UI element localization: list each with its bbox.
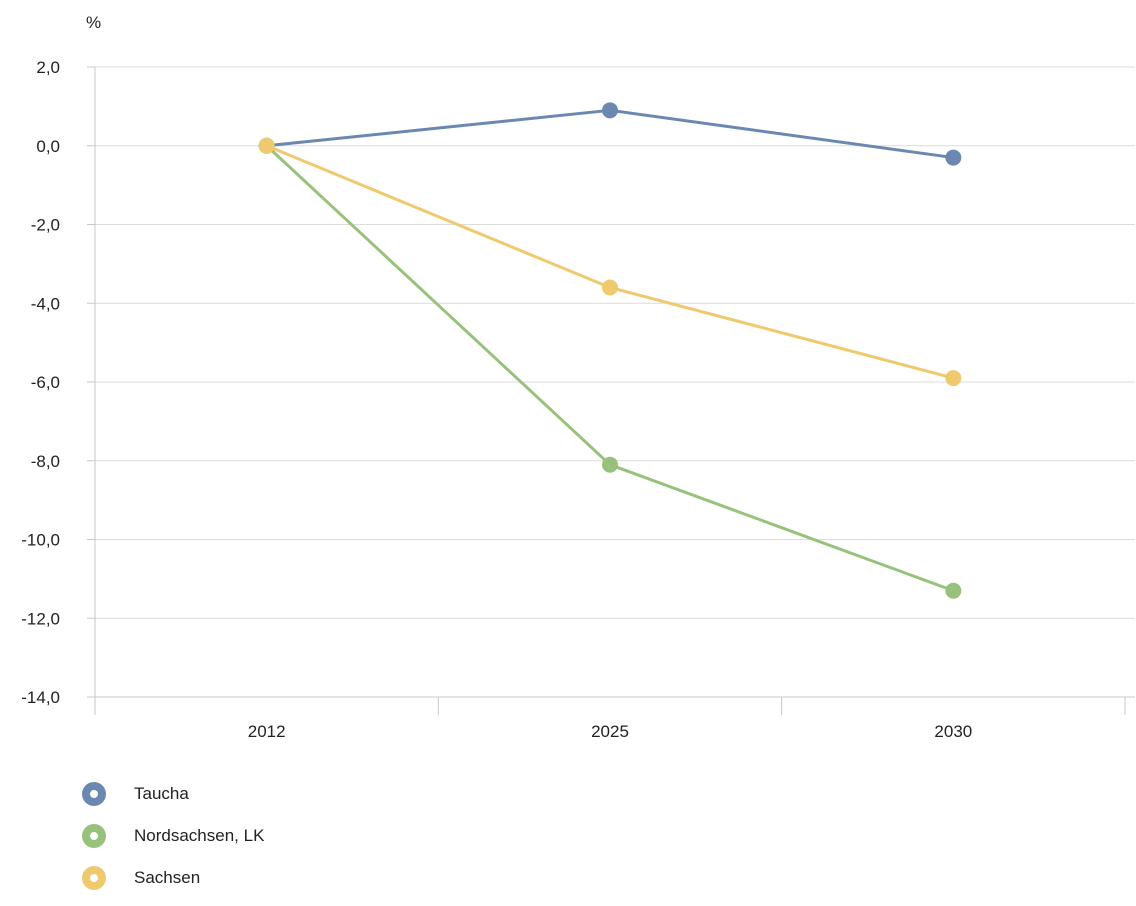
line-chart: % 2,00,0-2,0-4,0-6,0-8,0-10,0-12,0-14,0 … (21, 13, 1135, 741)
series-line (265, 144, 955, 380)
data-point[interactable] (945, 582, 962, 599)
y-tick-label: 2,0 (36, 58, 60, 77)
data-point[interactable] (258, 137, 275, 154)
series-line (265, 144, 955, 593)
y-tick-label: -12,0 (21, 609, 60, 628)
y-tick-label: -6,0 (31, 373, 60, 392)
gridlines (95, 66, 1135, 698)
data-point[interactable] (602, 456, 618, 473)
x-tick-label: 2012 (248, 722, 286, 741)
legend-label: Nordsachsen, LK (134, 826, 265, 845)
y-tick-label: 0,0 (36, 137, 60, 156)
y-tick-label: -4,0 (31, 294, 60, 313)
data-point[interactable] (945, 149, 962, 166)
y-tick-label: -10,0 (21, 531, 60, 550)
legend-item-sachsen[interactable]: Sachsen (82, 864, 264, 892)
y-tick-labels: 2,0 0,0 -2,0 -4,0 -6,0 -8,0 -10,0 -12,0 -14,0 (21, 58, 60, 707)
series-lines (265, 108, 955, 593)
data-point[interactable] (602, 279, 618, 296)
legend-label: Taucha (134, 784, 189, 803)
data-point[interactable] (945, 370, 962, 387)
y-axis-unit-label: % (86, 13, 101, 32)
x-tick-label: 2025 (591, 722, 629, 741)
legend-label: Sachsen (134, 868, 201, 887)
y-tick-label: -8,0 (31, 452, 60, 471)
legend-item-taucha[interactable]: Taucha (82, 780, 264, 808)
legend-marker-icon (82, 866, 106, 890)
series-points (258, 102, 962, 599)
legend-item-nordsachsen[interactable]: Nordsachsen, LK (82, 822, 264, 850)
legend-marker-icon (82, 824, 106, 848)
y-tick-label: -14,0 (21, 688, 60, 707)
data-point[interactable] (602, 102, 618, 119)
legend: Taucha Nordsachsen, LK Sachsen (82, 780, 264, 906)
x-tick-labels: 2012 2025 2030 (248, 722, 972, 741)
axes (87, 66, 1135, 715)
legend-marker-icon (82, 782, 106, 806)
x-tick-label: 2030 (934, 722, 972, 741)
y-tick-label: -2,0 (31, 216, 60, 235)
